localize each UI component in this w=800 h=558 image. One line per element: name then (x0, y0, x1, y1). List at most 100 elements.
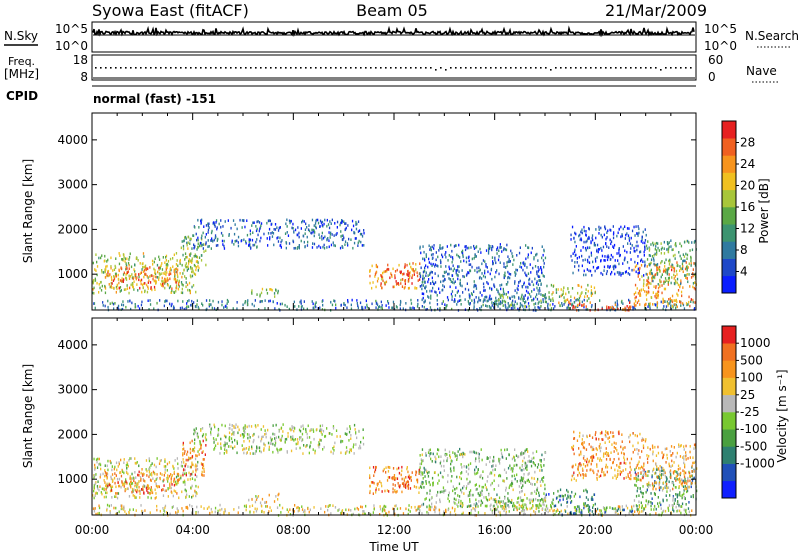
velocity-cell (167, 463, 168, 466)
power-cell (123, 253, 124, 256)
power-cell (153, 275, 154, 278)
power-cell (657, 304, 658, 307)
power-cell (656, 294, 657, 297)
power-cell (253, 244, 254, 247)
velocity-cell (135, 482, 136, 485)
power-cell (676, 273, 677, 276)
power-cell (448, 299, 449, 302)
power-cell (455, 294, 456, 297)
power-cell (575, 233, 576, 236)
power-cell (344, 222, 345, 225)
power-cell (429, 248, 430, 251)
power-cell (221, 232, 222, 235)
power-cell (601, 249, 602, 252)
power-cell (578, 284, 579, 287)
velocity-cell (491, 465, 492, 468)
velocity-cell (303, 428, 304, 431)
power-cell (97, 265, 98, 268)
power-cell (598, 251, 599, 254)
power-cell (594, 287, 595, 290)
velocity-cell (691, 509, 692, 512)
velocity-cell (196, 492, 197, 495)
power-cell (196, 255, 197, 258)
freq-point (335, 67, 337, 69)
power-cell (408, 272, 409, 275)
power-cell (485, 289, 486, 292)
velocity-cell (460, 500, 461, 503)
power-cell (210, 303, 211, 306)
velocity-cell (433, 453, 434, 456)
power-cell (462, 275, 463, 278)
power-cell (458, 255, 459, 258)
power-cell (400, 282, 401, 285)
power-cell (221, 300, 222, 303)
velocity-cell (627, 507, 628, 510)
velocity-cell (160, 478, 161, 481)
power-cell (672, 266, 673, 269)
power-cell (579, 256, 580, 259)
velocity-cell (324, 446, 325, 449)
velocity-cell (139, 471, 140, 474)
velocity-cell (289, 508, 290, 511)
velocity-cell (480, 504, 481, 507)
velocity-cell (314, 452, 315, 455)
velocity-cell (424, 467, 425, 470)
power-cell (687, 240, 688, 243)
power-cell (198, 243, 199, 246)
power-cell (480, 269, 481, 272)
velocity-cell (261, 505, 262, 508)
power-cell (177, 274, 178, 277)
power-cell (191, 271, 192, 274)
power-cell (215, 225, 216, 228)
power-cell (312, 219, 313, 222)
velocity-cell (517, 509, 518, 512)
power-cell (180, 307, 181, 310)
freq-left-label-2: [MHz] (4, 67, 39, 81)
velocity-cell (488, 494, 489, 497)
power-cell (412, 274, 413, 277)
power-cell (188, 241, 189, 244)
velocity-cell (192, 485, 193, 488)
power-cell (531, 280, 532, 283)
velocity-cell (516, 464, 517, 467)
velocity-cell (454, 502, 455, 505)
power-cell (257, 228, 258, 231)
power-cell (651, 296, 652, 299)
velocity-cell (305, 431, 306, 434)
power-cell (635, 225, 636, 228)
velocity-cell (498, 484, 499, 487)
power-cell (182, 288, 183, 291)
power-cell (508, 291, 509, 294)
power-cell (670, 304, 671, 307)
power-cell (276, 237, 277, 240)
power-cell (610, 258, 611, 261)
power-cell (124, 272, 125, 275)
power-cell (187, 266, 188, 269)
power-cell (149, 299, 150, 302)
power-cell (144, 273, 145, 276)
velocity-cell (429, 492, 430, 495)
power-cell (407, 273, 408, 276)
power-cell (526, 275, 527, 278)
power-cell (168, 260, 169, 263)
power-cell (355, 237, 356, 240)
velocity-cell (332, 504, 333, 507)
power-cell (583, 274, 584, 277)
power-cell (600, 247, 601, 250)
power-cell (405, 302, 406, 305)
power-cell (500, 243, 501, 246)
power-cell (525, 244, 526, 247)
power-cell (483, 259, 484, 262)
power-cell (520, 280, 521, 283)
velocity-cell (575, 509, 576, 512)
power-cell (367, 306, 368, 309)
freq-point (555, 67, 557, 69)
power-cell (659, 249, 660, 252)
velocity-cell (662, 512, 663, 515)
power-cell (509, 260, 510, 263)
velocity-cell (374, 471, 375, 474)
freq-point (470, 67, 472, 69)
power-cell (680, 255, 681, 258)
velocity-cell (210, 431, 211, 434)
power-cell (537, 298, 538, 301)
